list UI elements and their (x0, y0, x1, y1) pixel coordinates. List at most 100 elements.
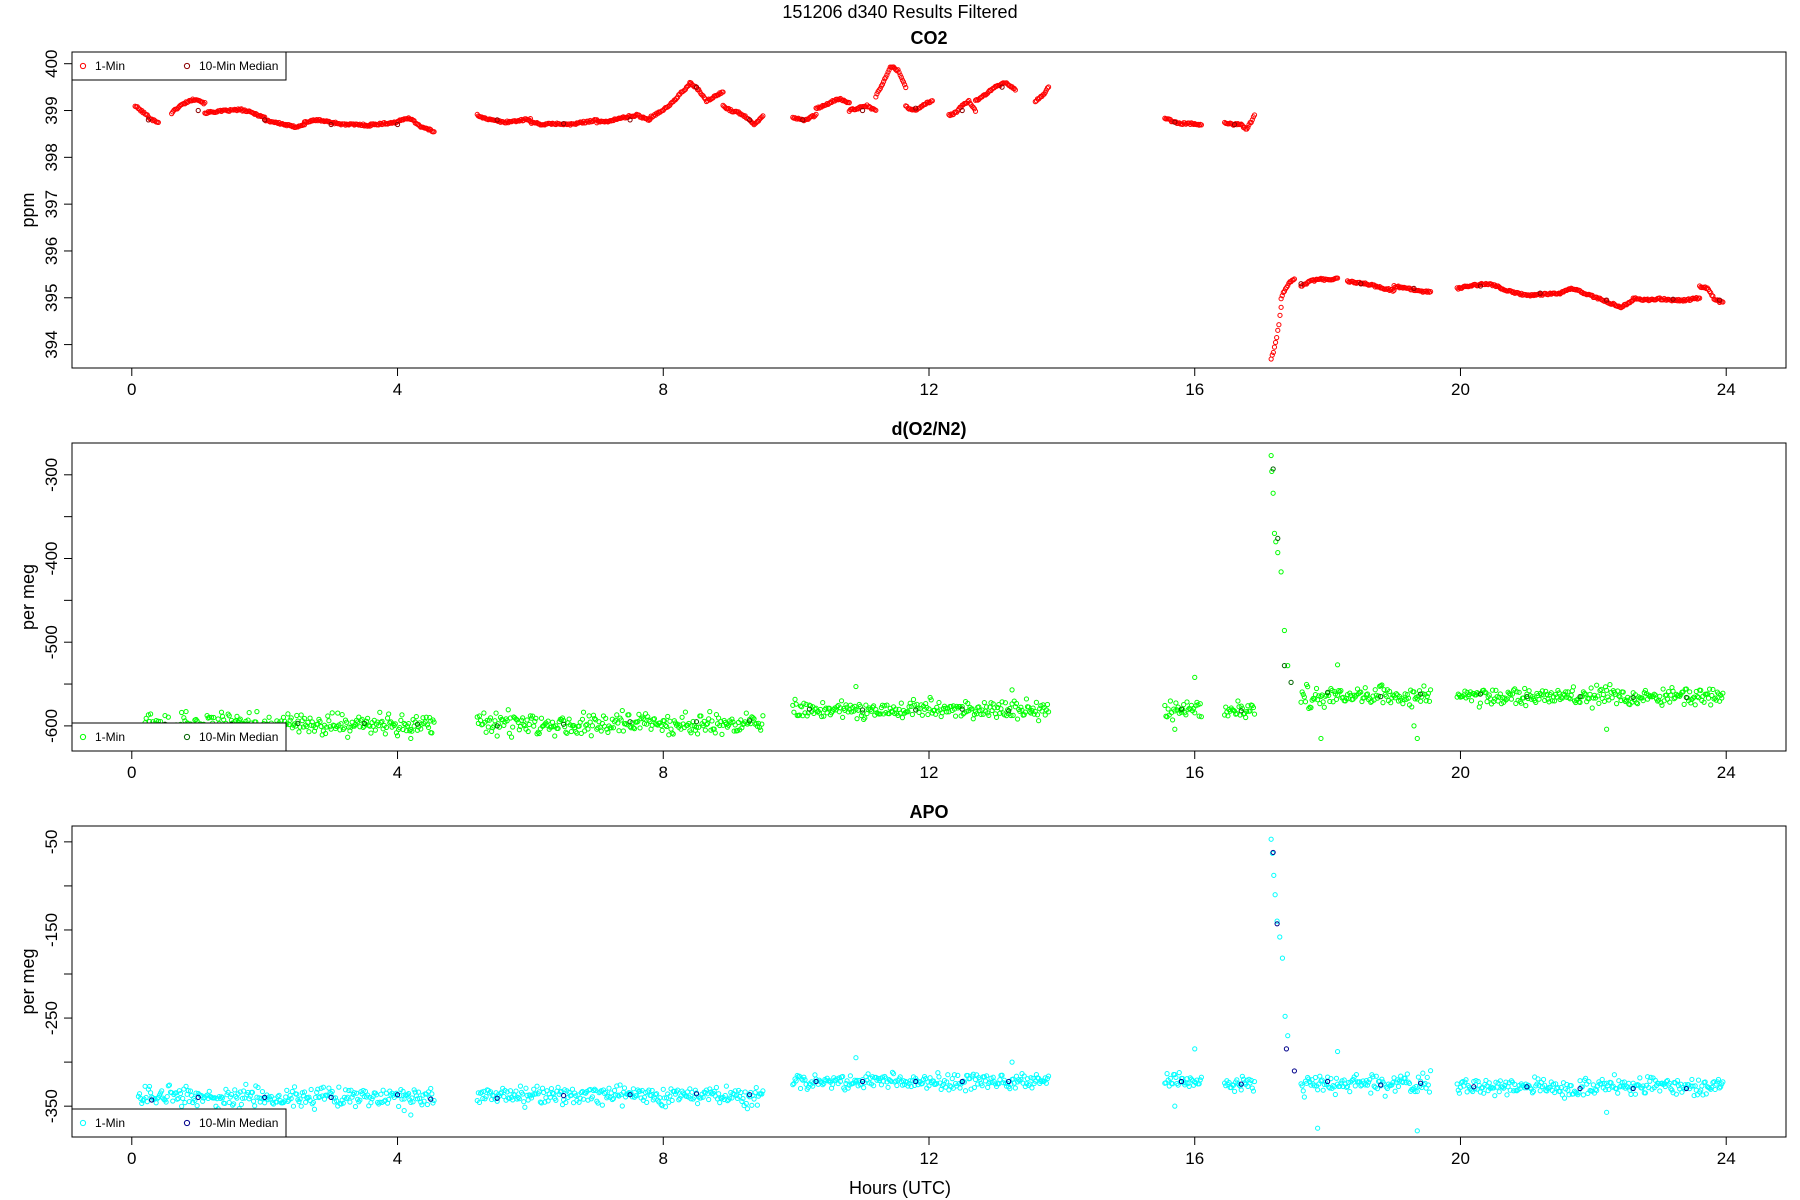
data-point (294, 1091, 300, 1097)
data-point (621, 1085, 628, 1091)
x-tick-label: 16 (1185, 380, 1204, 399)
data-point (1556, 690, 1562, 696)
data-point (879, 81, 886, 87)
data-point (1045, 84, 1052, 90)
data-point (709, 718, 715, 724)
data-point (990, 1074, 996, 1080)
data-point (859, 107, 866, 114)
data-point (659, 727, 665, 733)
data-point (1016, 1077, 1022, 1083)
data-point (1238, 708, 1244, 714)
data-point (723, 1083, 729, 1089)
data-point (1561, 1095, 1568, 1101)
data-point (1570, 684, 1577, 690)
data-point (1268, 452, 1274, 459)
data-point (983, 1073, 990, 1079)
data-point (1275, 327, 1281, 333)
data-point (1238, 1081, 1244, 1087)
data-point (743, 1100, 749, 1107)
data-point (1367, 1077, 1373, 1083)
data-point (399, 712, 405, 718)
data-point (1044, 85, 1051, 91)
data-point (1300, 1088, 1306, 1094)
data-point (1039, 708, 1045, 714)
data-point (1285, 1033, 1291, 1039)
data-point (1635, 701, 1641, 707)
data-point (299, 1090, 305, 1096)
data-point (619, 707, 625, 714)
data-point (619, 1103, 625, 1109)
data-point (252, 1103, 258, 1109)
data-point (1418, 1080, 1424, 1086)
data-point (1269, 352, 1275, 358)
data-point (1164, 1071, 1170, 1077)
data-point (1230, 707, 1237, 713)
data-point (877, 711, 883, 717)
data-point (1427, 687, 1434, 693)
data-point (527, 115, 534, 122)
data-point (813, 111, 819, 117)
data-point (414, 721, 421, 727)
data-point (232, 1087, 238, 1093)
data-point (1418, 1078, 1424, 1085)
data-point (834, 704, 840, 710)
data-point (1409, 704, 1415, 710)
data-point (1337, 689, 1343, 695)
data-point (1542, 1082, 1548, 1088)
data-point (155, 119, 161, 126)
x-tick-label: 20 (1451, 380, 1470, 399)
data-point (475, 1090, 481, 1096)
data-point (820, 1082, 826, 1088)
x-tick-label: 12 (920, 1149, 939, 1168)
data-point (362, 1088, 369, 1095)
data-point (1393, 691, 1399, 697)
data-point (1278, 296, 1284, 302)
data-point (367, 723, 373, 729)
data-point (1364, 691, 1371, 697)
data-point (1687, 689, 1693, 695)
data-point (838, 698, 845, 704)
data-point (853, 1055, 859, 1061)
legend: 1-Min 10-Min Median (71, 1108, 287, 1138)
data-point (1623, 697, 1630, 703)
data-point (246, 709, 252, 716)
data-point (1281, 288, 1288, 294)
data-point (408, 1112, 414, 1118)
data-point (250, 1098, 257, 1104)
data-point (1604, 687, 1610, 693)
data-point (1710, 686, 1716, 693)
x-tick-label: 24 (1717, 380, 1736, 399)
data-point (1288, 679, 1294, 685)
data-point (673, 95, 680, 102)
data-point (662, 1104, 669, 1110)
data-point (1333, 1075, 1340, 1081)
data-point (1543, 688, 1549, 694)
data-point (551, 1091, 557, 1097)
data-point (683, 1093, 690, 1100)
data-point (1395, 1083, 1402, 1090)
data-point (1577, 1085, 1583, 1092)
data-point (986, 712, 992, 718)
data-point (983, 704, 990, 710)
data-point (667, 1093, 673, 1099)
data-point (1622, 698, 1629, 705)
data-point (430, 1100, 436, 1106)
data-point (952, 713, 959, 719)
data-point (536, 730, 542, 737)
data-point (1553, 1081, 1559, 1087)
data-point (494, 1095, 500, 1101)
data-point (845, 709, 851, 715)
data-point (1364, 1082, 1371, 1088)
data-point (1563, 689, 1569, 695)
data-point (693, 724, 700, 730)
data-point (424, 722, 431, 728)
data-point (386, 1096, 392, 1103)
data-point (1198, 714, 1204, 720)
data-point (996, 701, 1002, 708)
data-point (1497, 1078, 1503, 1084)
data-point (654, 1091, 660, 1097)
data-point (1673, 1091, 1679, 1097)
data-point (1173, 1074, 1179, 1081)
data-point (1411, 723, 1417, 729)
